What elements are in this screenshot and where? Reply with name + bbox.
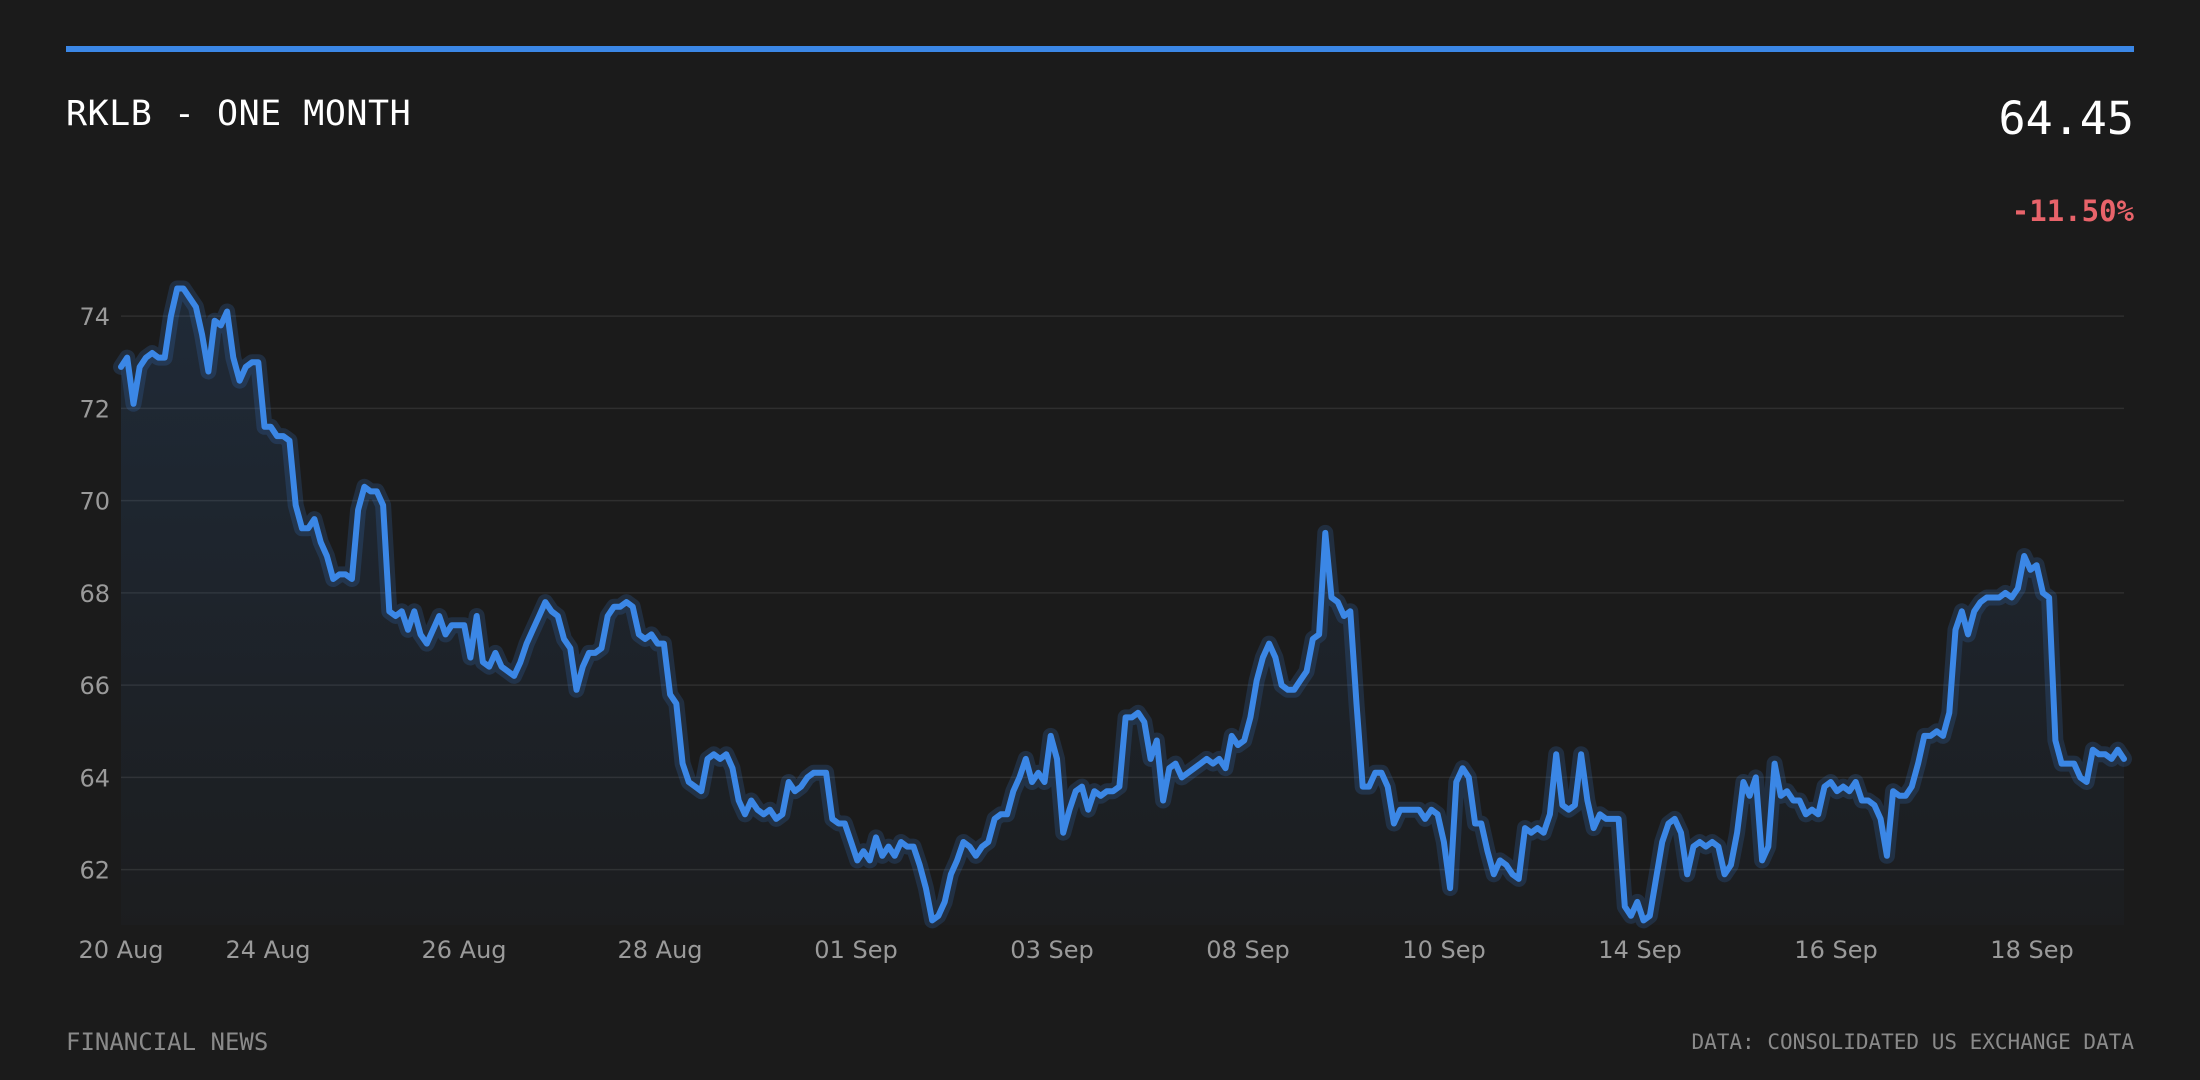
x-tick-label: 18 Sep [1990, 936, 2073, 964]
footer-data-credit: DATA: CONSOLIDATED US EXCHANGE DATA [1691, 1030, 2134, 1054]
y-axis: 62 64 66 68 70 72 74 [79, 303, 110, 885]
y-tick-label: 72 [79, 395, 110, 423]
x-tick-label: 20 Aug [78, 936, 163, 964]
x-tick-label: 08 Sep [1206, 936, 1289, 964]
x-tick-label: 01 Sep [814, 936, 897, 964]
y-tick-label: 68 [79, 580, 110, 608]
price-chart: 62 64 66 68 70 72 74 20 Aug 24 Aug 26 Aug 28 Aug 0… [78, 280, 2132, 964]
y-tick-label: 66 [79, 672, 110, 700]
x-tick-label: 16 Sep [1794, 936, 1877, 964]
price-area-fill [121, 288, 2124, 925]
x-tick-label: 24 Aug [225, 936, 310, 964]
x-tick-label: 10 Sep [1402, 936, 1485, 964]
x-tick-label: 03 Sep [1010, 936, 1093, 964]
price-change-percent: -11.50% [2011, 194, 2134, 228]
current-price: 64.45 [1998, 92, 2134, 145]
y-tick-label: 62 [79, 857, 110, 885]
footer-source-label: FINANCIAL NEWS [66, 1028, 269, 1056]
chart-title: RKLB - ONE MONTH [66, 94, 412, 134]
y-tick-label: 74 [79, 303, 110, 331]
price-line [118, 285, 2127, 924]
accent-top-bar [66, 46, 2134, 52]
x-tick-label: 14 Sep [1598, 936, 1681, 964]
y-tick-label: 70 [79, 488, 110, 516]
x-tick-label: 28 Aug [617, 936, 702, 964]
y-tick-label: 64 [79, 764, 110, 792]
x-axis: 20 Aug 24 Aug 26 Aug 28 Aug 01 Sep 03 Sep 08 S… [78, 936, 2073, 964]
x-tick-label: 26 Aug [421, 936, 506, 964]
